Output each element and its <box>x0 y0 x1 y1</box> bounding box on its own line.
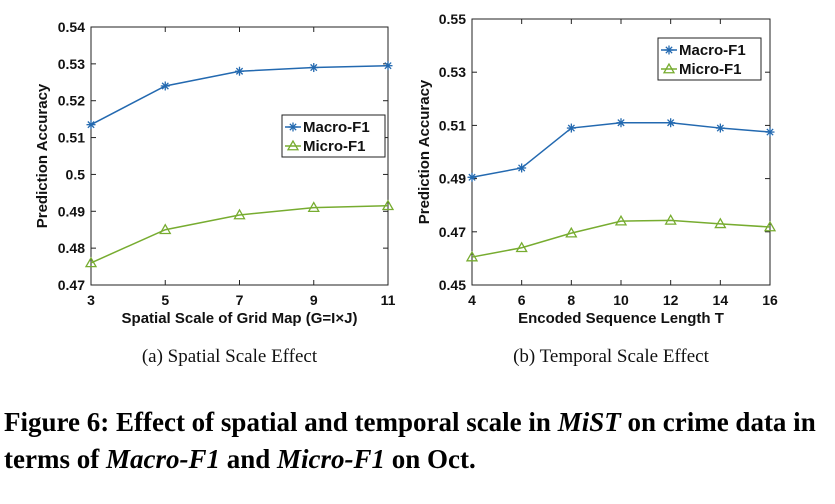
spatial-subcaption: (a) Spatial Scale Effect <box>142 346 318 367</box>
temporal-micro-point <box>515 241 528 253</box>
temporal-micro-point <box>664 214 677 225</box>
temporal-macro-point <box>666 118 676 128</box>
temporal-micro-series-line <box>471 219 771 258</box>
temporal-legend-macro-marker-stroke-3 <box>665 46 673 54</box>
spatial-ytick-label: 0.53 <box>58 56 85 72</box>
figure-caption: Figure 6: Effect of spatial and temporal… <box>4 404 830 478</box>
temporal-x-axis-label: Encoded Sequence Length T <box>518 310 724 327</box>
spatial-xtick-label: 5 <box>161 292 169 308</box>
spatial-ytick-label: 0.52 <box>58 93 85 109</box>
spatial-xtick-label: 7 <box>236 292 244 308</box>
temporal-ytick-label: 0.45 <box>439 277 466 293</box>
spatial-macro-point <box>235 66 244 76</box>
spatial-y-axis-label: Prediction Accuracy <box>34 83 51 228</box>
spatial-micro-point <box>381 199 395 211</box>
spatial-macro-point <box>86 120 96 130</box>
spatial-macro-point <box>160 81 170 91</box>
temporal-macro-point <box>517 163 527 173</box>
spatial-ytick-label: 0.54 <box>58 19 85 35</box>
spatial-legend-macro-marker-stroke-3 <box>289 123 297 131</box>
temporal-micro-point <box>614 214 628 226</box>
spatial-macro-point <box>309 63 319 73</box>
caption-prefix: Figure 6: Effect of spatial and temporal… <box>4 407 551 437</box>
temporal-micro-point <box>565 226 578 238</box>
temporal-xtick-label: 4 <box>468 292 476 308</box>
temporal-legend-micro-marker <box>662 62 676 74</box>
temporal-macro-point <box>566 123 576 133</box>
temporal-ytick-label: 0.51 <box>439 117 466 133</box>
temporal-legend-micro-label: Micro-F1 <box>679 61 742 78</box>
temporal-macro-point-stroke-3 <box>667 119 675 127</box>
temporal-xtick-label: 8 <box>567 292 575 308</box>
temporal-macro-point <box>616 118 626 128</box>
caption-model: MiST <box>557 407 621 437</box>
temporal-xtick-label: 14 <box>713 292 729 308</box>
spatial-macro-point-stroke-3 <box>310 63 318 72</box>
spatial-ytick-label: 0.5 <box>66 166 86 182</box>
spatial-macro-point-stroke-3 <box>235 67 244 75</box>
spatial-ytick-label: 0.48 <box>58 240 85 256</box>
temporal-xtick-label: 6 <box>518 292 526 308</box>
temporal-macro-point-stroke-3 <box>567 124 575 132</box>
spatial-legend-macro-label: Macro-F1 <box>303 119 370 136</box>
spatial-micro-point <box>159 223 172 235</box>
temporal-macro-series-line <box>471 121 771 179</box>
temporal-subcaption: (b) Temporal Scale Effect <box>513 346 710 367</box>
temporal-macro-point-stroke-3 <box>716 124 724 132</box>
temporal-micro-point <box>763 220 777 232</box>
spatial-ytick-label: 0.49 <box>58 203 85 219</box>
temporal-scale-chart: 0.45 0.47 0.49 0.51 0.53 0.55 4 6 8 10 12 14 16 Encod… <box>418 11 778 367</box>
spatial-micro-point <box>84 256 98 268</box>
spatial-xtick-label: 11 <box>381 292 396 308</box>
spatial-xtick-label: 3 <box>87 292 95 308</box>
spatial-legend-micro-marker <box>286 139 300 151</box>
temporal-legend-macro-label: Macro-F1 <box>679 42 746 59</box>
temporal-micro-point <box>714 217 727 229</box>
temporal-macro-point-stroke-3 <box>617 119 625 127</box>
spatial-scale-chart: 0.47 0.48 0.49 0.5 0.51 0.52 0.53 0.54 3 5 7 9 11 Spa… <box>34 19 396 367</box>
temporal-ytick-label: 0.53 <box>439 64 466 80</box>
temporal-legend-macro-marker <box>664 45 674 55</box>
temporal-macro-point-stroke-3 <box>518 164 526 172</box>
caption-mid: on crime data in terms of <box>4 407 816 474</box>
temporal-legend-box <box>657 37 762 81</box>
temporal-y-axis-label: Prediction Accuracy <box>418 79 433 224</box>
caption-and: and <box>226 444 271 474</box>
temporal-macro-point <box>715 123 725 133</box>
spatial-micro-series-line <box>90 205 389 264</box>
spatial-ytick-label: 0.47 <box>58 277 85 293</box>
spatial-legend-micro-label: Micro-F1 <box>303 138 366 155</box>
caption-suffix: on Oct. <box>391 444 476 474</box>
spatial-macro-point-stroke-3 <box>161 82 169 90</box>
spatial-x-axis-label: Spatial Scale of Grid Map (G=I×J) <box>122 310 358 327</box>
caption-metric-macro: Macro-F1 <box>105 444 220 474</box>
spatial-macro-point-stroke-3 <box>87 121 95 129</box>
temporal-ytick-label: 0.47 <box>439 224 466 240</box>
spatial-micro-point <box>307 201 320 213</box>
temporal-macro-point <box>467 172 477 182</box>
temporal-macro-point-stroke-3 <box>766 128 774 136</box>
spatial-legend-macro-marker <box>288 122 298 132</box>
temporal-xtick-label: 10 <box>613 292 629 308</box>
spatial-macro-point-stroke-3 <box>384 62 392 70</box>
caption-metric-micro: Micro-F1 <box>277 444 385 474</box>
temporal-xtick-label: 12 <box>663 292 679 308</box>
spatial-ytick-label: 0.51 <box>58 130 85 146</box>
temporal-macro-point <box>765 127 775 137</box>
spatial-micro-point <box>233 208 246 220</box>
temporal-micro-point <box>465 250 479 262</box>
temporal-xtick-label: 16 <box>762 292 778 308</box>
temporal-macro-point-stroke-3 <box>468 173 476 181</box>
spatial-legend-box <box>281 114 386 158</box>
temporal-ytick-label: 0.55 <box>439 11 466 27</box>
spatial-macro-point <box>383 61 393 71</box>
spatial-xtick-label: 9 <box>310 292 318 308</box>
temporal-ytick-label: 0.49 <box>439 171 466 187</box>
